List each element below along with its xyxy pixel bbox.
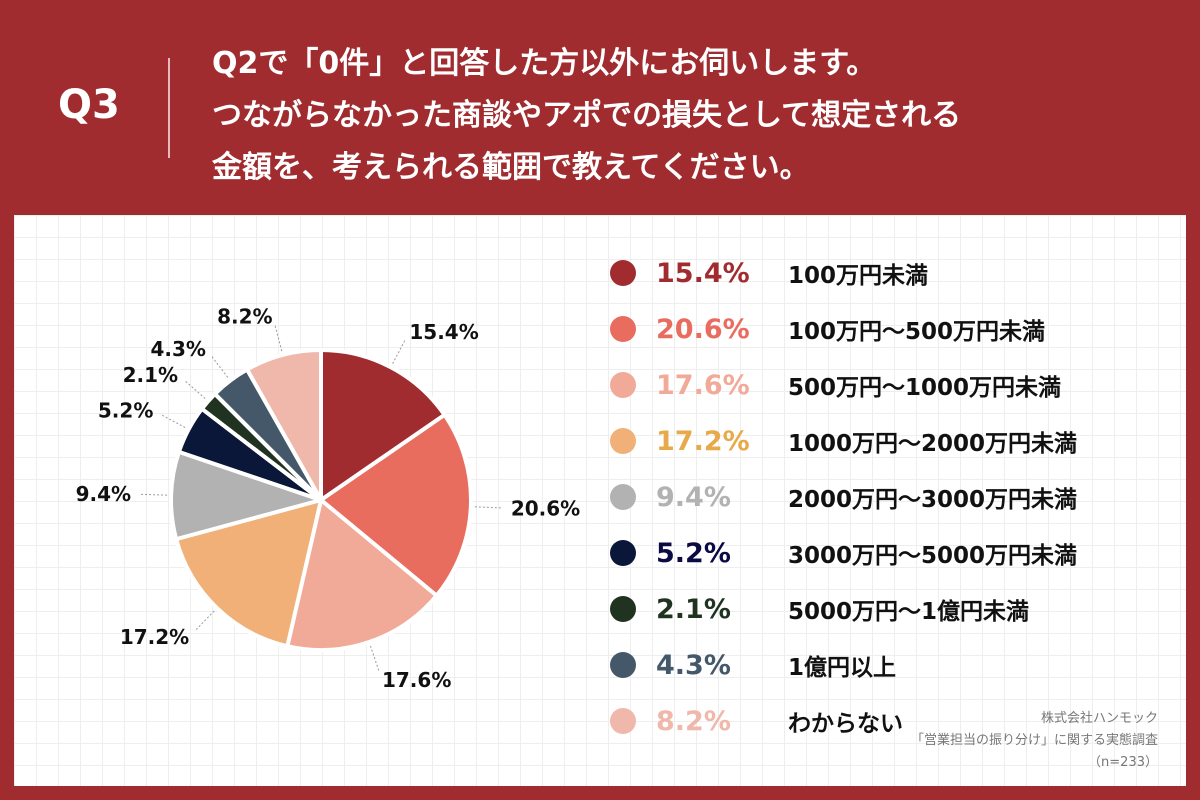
source-company: 株式会社ハンモック (1040, 711, 1158, 726)
source-note: 株式会社ハンモック 「営業担当の振り分け」に関する実態調査 （n=233） (911, 708, 1158, 774)
question-number: Q3 (58, 82, 120, 128)
legend-dot (610, 372, 636, 398)
question-line-3: 金額を、考えられる範囲で教えてください。 (212, 150, 810, 185)
pie-slice (319, 412, 473, 598)
legend: 15.4% 100万円未満 20.6% 100万円〜500万円未満 17.6% … (606, 245, 1077, 749)
legend-dot (610, 316, 636, 342)
legend-label: 500万円〜1000万円未満 (788, 375, 1062, 401)
leader-line (194, 610, 215, 632)
slice-label: 9.4% (76, 482, 131, 506)
legend-item: 2.1% 5000万円〜1億円未満 (606, 581, 1029, 637)
legend-label: 100万円〜500万円未満 (788, 319, 1046, 345)
legend-percent: 9.4% (656, 481, 731, 513)
chart-panel: 15.4% 20.6% 17.6% 17.2% 9.4% 5.2% 2.1% 4.3% 8.2%… (14, 215, 1186, 786)
leader-line (474, 506, 503, 509)
legend-label: 100万円未満 (788, 263, 929, 289)
legend-percent: 2.1% (656, 593, 731, 625)
slice-label: 8.2% (217, 304, 272, 328)
legend-percent: 4.3% (656, 649, 731, 681)
slice-label: 15.4% (409, 320, 478, 344)
legend-dot (610, 708, 636, 734)
legend-percent: 15.4% (656, 257, 750, 289)
pie-chart: 15.4% 20.6% 17.6% 17.2% 9.4% 5.2% 2.1%4.3% 8.2% (76, 304, 581, 692)
pie-slice (245, 348, 323, 502)
pie-slice (174, 498, 323, 649)
leader-line (392, 338, 407, 364)
legend-item: 8.2% わからない (606, 693, 903, 749)
leader-line (183, 379, 206, 399)
legend-item: 15.4% 100万円未満 (606, 245, 928, 301)
source-survey: 「営業担当の振り分け」に関する実態調査 (910, 733, 1158, 748)
slice-label: 20.6% (511, 496, 580, 520)
slice-label: 5.2% (98, 399, 153, 423)
pie-slice (319, 348, 447, 502)
leader-line (210, 354, 229, 378)
question-line-1: Q2で「0件」と回答した方以外にお伺いします。 (212, 46, 877, 81)
legend-dot (610, 596, 636, 622)
legend-dot (610, 428, 636, 454)
legend-item: 17.6% 500万円〜1000万円未満 (606, 357, 1061, 413)
pie-slice (285, 498, 439, 652)
legend-item: 4.3% 1億円以上 (606, 637, 896, 693)
leader-line (274, 323, 283, 352)
header-divider (168, 58, 170, 158)
legend-percent: 20.6% (656, 313, 750, 345)
legend-percent: 17.6% (656, 369, 750, 401)
legend-percent: 8.2% (656, 705, 731, 737)
slice-label: 2.1% (123, 363, 178, 387)
legend-label: 3000万円〜5000万円未満 (788, 543, 1078, 569)
legend-label: 1000万円〜2000万円未満 (788, 431, 1078, 457)
leader-line (139, 493, 168, 496)
source-sample-size: （n=233） (1088, 755, 1158, 770)
legend-dot (610, 260, 636, 286)
legend-label: 1億円以上 (788, 655, 897, 681)
slice-label: 17.2% (120, 625, 189, 649)
legend-item: 17.2% 1000万円〜2000万円未満 (606, 413, 1077, 469)
legend-item: 5.2% 3000万円〜5000万円未満 (606, 525, 1077, 581)
legend-item: 9.4% 2000万円〜3000万円未満 (606, 469, 1077, 525)
legend-item: 20.6% 100万円〜500万円未満 (606, 301, 1045, 357)
legend-dot (610, 652, 636, 678)
leader-line (369, 645, 380, 673)
slice-label: 17.6% (382, 668, 451, 692)
question-line-2: つながらなかった商談やアポでの損失として想定される (212, 98, 962, 133)
question-header: Q3 Q2で「0件」と回答した方以外にお伺いします。 つながらなかった商談やアポ… (0, 0, 1200, 215)
legend-label: わからない (788, 711, 903, 737)
leader-line (160, 413, 186, 428)
slice-label: 4.3% (150, 337, 205, 361)
question-text: Q2で「0件」と回答した方以外にお伺いします。 つながらなかった商談やアポでの損… (212, 38, 1172, 194)
legend-label: 5000万円〜1億円未満 (788, 599, 1030, 625)
legend-label: 2000万円〜3000万円未満 (788, 487, 1078, 513)
legend-percent: 17.2% (656, 425, 750, 457)
legend-percent: 5.2% (656, 537, 731, 569)
legend-dot (610, 540, 636, 566)
legend-dot (610, 484, 636, 510)
